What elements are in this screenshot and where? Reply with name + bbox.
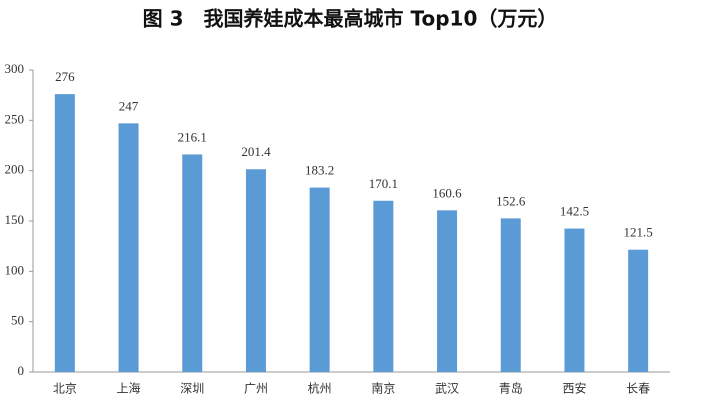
x-tick-label: 西安 [562,381,586,396]
x-tick-label: 长春 [626,382,650,396]
y-tick-label: 300 [5,61,25,76]
bar [628,249,649,372]
bar [437,210,458,372]
data-label: 276 [55,69,75,84]
y-tick-label: 250 [5,111,25,126]
bar [373,200,394,372]
data-label: 160.6 [432,185,462,200]
data-label: 170.1 [369,176,398,191]
data-label: 201.4 [241,144,271,159]
x-tick-label: 武汉 [435,382,459,396]
bar [182,154,203,372]
x-tick-label: 广州 [244,382,268,396]
y-tick-label: 50 [11,313,24,328]
bar [245,169,266,372]
x-tick-label: 杭州 [308,381,332,396]
bar [500,218,521,372]
bar [118,123,139,372]
data-label: 183.2 [305,163,334,178]
x-tick-label: 深圳 [180,382,204,396]
data-label: 121.5 [624,225,653,240]
y-tick-label: 0 [18,363,25,378]
y-tick-label: 150 [5,212,25,227]
bar [564,228,585,372]
y-tick-label: 100 [5,262,25,277]
data-label: 247 [119,98,139,113]
x-tick-label: 青岛 [499,381,523,396]
y-tick-label: 200 [5,162,25,177]
x-tick-label: 北京 [53,382,77,396]
data-label: 152.6 [496,193,526,208]
chart-title: 图 3 我国养娃成本最高城市 Top10（万元） [143,7,558,31]
x-tick-label: 上海 [117,381,141,396]
bar [309,187,330,372]
bar [54,94,75,372]
data-label: 216.1 [178,129,207,144]
x-tick-label: 南京 [371,381,395,396]
data-label: 142.5 [560,204,589,219]
